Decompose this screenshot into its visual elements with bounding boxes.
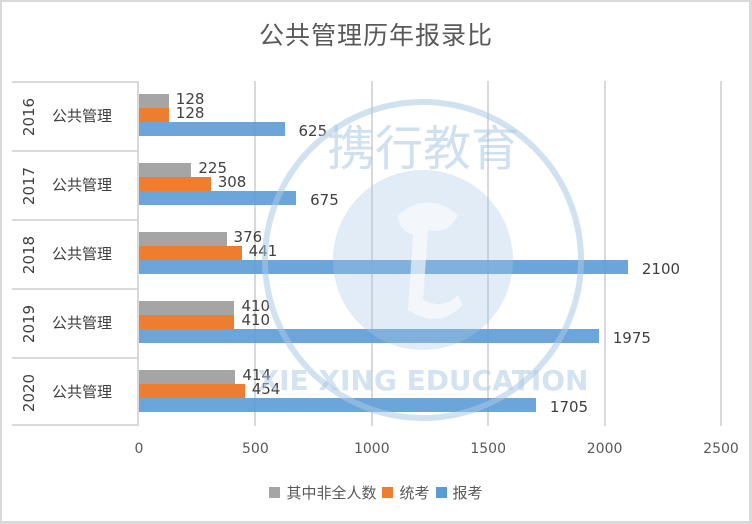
year-label: 2016 xyxy=(20,97,38,136)
gridline xyxy=(487,81,490,426)
bar-unified-exam xyxy=(139,384,245,398)
data-label: 441 xyxy=(248,242,278,260)
bar-unified-exam xyxy=(139,177,211,191)
legend-item: 其中非全人数 xyxy=(269,482,376,503)
legend-item: 报考 xyxy=(435,482,483,503)
year-label: 2017 xyxy=(20,166,38,205)
bar-part-time xyxy=(139,301,235,315)
category-name: 公共管理 xyxy=(52,107,113,125)
category-label-box: 2019 公共管理 xyxy=(12,288,139,357)
data-label: 308 xyxy=(217,173,247,191)
data-label: 410 xyxy=(241,311,271,329)
category-name: 公共管理 xyxy=(52,383,113,401)
legend-label: 其中非全人数 xyxy=(286,484,377,502)
legend-label: 报考 xyxy=(452,484,483,502)
data-label: 1975 xyxy=(612,329,651,347)
x-tick-label: 1500 xyxy=(470,441,507,457)
data-label: 376 xyxy=(233,228,263,246)
category-label-box: 2016 公共管理 xyxy=(12,81,139,150)
x-tick-label: 1000 xyxy=(353,441,390,457)
x-tick-label: 500 xyxy=(242,441,269,457)
year-label: 2018 xyxy=(20,235,38,274)
gridline xyxy=(370,81,373,426)
data-label: 675 xyxy=(310,191,339,209)
data-label: 625 xyxy=(298,122,328,140)
bar-part-time xyxy=(139,232,227,246)
bar-applicants xyxy=(139,398,536,412)
bar-applicants xyxy=(139,191,297,205)
data-label: 454 xyxy=(251,380,281,398)
category-name: 公共管理 xyxy=(52,176,113,194)
bar-unified-exam xyxy=(139,108,169,122)
bar-part-time xyxy=(139,163,192,177)
category-label-box: 2018 公共管理 xyxy=(12,219,139,288)
x-tick-label: 2500 xyxy=(703,441,739,457)
chart-title: 公共管理历年报录比 xyxy=(258,21,493,50)
data-label: 2100 xyxy=(641,260,681,278)
bar-unified-exam xyxy=(139,246,242,260)
data-label: 225 xyxy=(198,159,228,177)
category-name: 公共管理 xyxy=(52,314,113,332)
legend-item: 统考 xyxy=(382,482,430,503)
year-label: 2020 xyxy=(20,373,38,412)
gridline xyxy=(720,81,722,426)
legend-swatch-icon xyxy=(435,487,447,498)
bar-applicants xyxy=(139,260,628,274)
legend-swatch-icon xyxy=(382,487,394,498)
legend-swatch-icon xyxy=(269,487,281,498)
gridline xyxy=(603,81,606,426)
bar-part-time xyxy=(139,370,236,384)
bar-applicants xyxy=(139,329,599,343)
gridline xyxy=(254,81,257,426)
category-name: 公共管理 xyxy=(52,245,113,263)
bar-part-time xyxy=(139,94,169,108)
data-label: 128 xyxy=(175,104,205,122)
category-label-box: 2020 公共管理 xyxy=(12,357,139,426)
bar-applicants xyxy=(139,122,285,136)
bar-unified-exam xyxy=(139,315,235,329)
x-tick-label: 0 xyxy=(134,441,144,457)
x-tick-label: 2000 xyxy=(586,441,623,457)
data-label: 128 xyxy=(175,90,205,108)
data-label: 1705 xyxy=(549,398,589,416)
legend-label: 统考 xyxy=(399,484,430,502)
year-label: 2019 xyxy=(20,304,38,343)
chart-legend: 其中非全人数 统考 报考 xyxy=(0,482,752,503)
category-label-box: 2017 公共管理 xyxy=(12,150,139,219)
